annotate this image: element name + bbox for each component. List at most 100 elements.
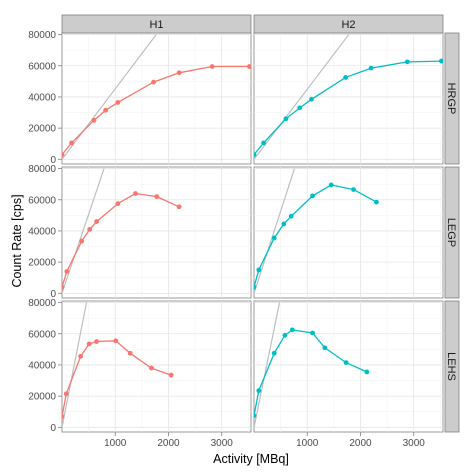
panels-layer <box>61 32 444 433</box>
data-point-h2-hrgp <box>343 75 348 80</box>
panel-frame <box>253 300 444 433</box>
data-point-h1-hrgp <box>151 79 156 85</box>
y-tick-label: 20000 <box>28 392 56 403</box>
data-point-h1-legp <box>94 219 100 224</box>
data-point-h1-lehs <box>94 339 100 344</box>
y-tick-label: 60000 <box>28 61 56 72</box>
data-point-h1-lehs <box>113 338 119 344</box>
reference-line-h2-lehs <box>254 302 281 428</box>
strip-hrgp: HRGP <box>444 32 460 165</box>
y-tick-label: 60000 <box>28 195 56 206</box>
y-tick-label: 20000 <box>28 258 56 269</box>
y-tick-label: 80000 <box>28 298 56 309</box>
reference-line-h2-hrgp <box>254 34 350 160</box>
data-point-h2-lehs <box>310 330 315 336</box>
y-tick-label: 0 <box>50 423 56 434</box>
strip-bg <box>444 32 460 165</box>
strips-layer: H1 H2 HRGP LEGP LEHS <box>61 14 460 433</box>
data-point-h2-lehs <box>289 327 295 333</box>
strip-h2: H2 <box>253 14 444 34</box>
data-point-h1-lehs <box>63 391 69 397</box>
x-tick-label: 2000 <box>349 438 372 449</box>
data-point-h1-legp <box>62 284 65 290</box>
data-point-h2-lehs <box>364 369 370 375</box>
panel-bg-h2-hrgp <box>253 32 444 165</box>
data-point-h1-legp <box>154 194 160 200</box>
data-point-h2-lehs <box>322 345 328 351</box>
panel-h2-lehs <box>254 302 370 428</box>
data-point-h1-hrgp <box>209 64 215 69</box>
panel-bg-h2-lehs <box>253 300 444 433</box>
y-tick-label: 80000 <box>28 30 56 41</box>
reference-line-h1-hrgp <box>62 34 157 160</box>
y-tick-label: 0 <box>50 289 56 300</box>
x-tick-label: 1000 <box>104 438 127 449</box>
data-point-h2-hrgp <box>297 105 303 111</box>
data-point-h1-lehs <box>127 350 133 356</box>
x-tick-label: 1000 <box>296 438 319 449</box>
strip-label-lehs: LEHS <box>445 352 457 381</box>
panel-frame <box>61 166 252 299</box>
data-point-h1-legp <box>133 191 138 196</box>
data-point-h2-legp <box>351 187 356 193</box>
strip-label-legp: LEGP <box>445 218 457 247</box>
strip-label-hrgp: HRGP <box>445 83 457 115</box>
data-point-h2-lehs <box>343 360 349 366</box>
data-point-h2-hrgp <box>309 96 314 102</box>
data-point-h1-legp <box>115 201 121 207</box>
data-point-h2-hrgp <box>439 58 443 64</box>
data-point-h1-legp <box>64 269 70 274</box>
data-point-h1-hrgp <box>62 152 65 158</box>
panel-bg-h1-legp <box>61 166 252 299</box>
x-axis-title: Activity [MBq] <box>213 452 289 466</box>
strip-label-h1: H1 <box>149 19 163 31</box>
strip-bg <box>444 300 460 433</box>
data-point-h2-hrgp <box>368 65 374 71</box>
y-tick-label: 0 <box>50 155 56 166</box>
data-point-h2-hrgp <box>283 116 289 122</box>
strip-legp: LEGP <box>444 166 460 299</box>
strip-lehs: LEHS <box>444 300 460 433</box>
y-tick-label: 80000 <box>28 164 56 175</box>
panel-h1-lehs <box>62 302 174 428</box>
panel-frame <box>253 166 444 299</box>
y-tick-label: 60000 <box>28 329 56 340</box>
reference-line-h1-legp <box>62 168 105 294</box>
panel-h2-hrgp <box>254 34 443 160</box>
data-point-h2-hrgp <box>404 59 410 65</box>
data-point-h1-hrgp <box>69 140 74 146</box>
panel-bg-h1-hrgp <box>61 32 252 165</box>
panel-h1-legp <box>62 168 182 294</box>
data-point-h1-hrgp <box>91 117 97 123</box>
axes-layer: 0200004000060000800000200004000060000800… <box>28 30 425 449</box>
panel-frame <box>61 300 252 433</box>
data-point-h2-hrgp <box>261 140 266 146</box>
data-point-h1-hrgp <box>115 99 121 105</box>
panel-bg-h2-legp <box>253 166 444 299</box>
data-point-h1-lehs <box>149 365 154 371</box>
panel-frame <box>61 32 252 165</box>
strip-label-h2: H2 <box>341 19 355 31</box>
data-point-h2-legp <box>328 182 334 188</box>
data-point-h1-legp <box>176 204 182 210</box>
y-tick-label: 40000 <box>28 360 56 371</box>
y-tick-label: 40000 <box>28 92 56 103</box>
data-point-h1-hrgp <box>103 107 109 113</box>
data-point-h1-lehs <box>62 414 65 419</box>
data-point-h1-lehs <box>168 372 174 378</box>
x-tick-label: 3000 <box>403 438 426 449</box>
data-point-h2-lehs <box>254 413 257 419</box>
data-point-h1-legp <box>87 226 93 232</box>
panel-bg-h1-lehs <box>61 300 252 433</box>
data-point-h2-lehs <box>282 332 288 338</box>
data-point-h2-legp <box>310 193 315 199</box>
data-point-h1-lehs <box>78 353 84 359</box>
y-tick-label: 40000 <box>28 226 56 237</box>
data-point-h2-legp <box>256 267 262 273</box>
data-point-h2-legp <box>374 199 379 205</box>
data-point-h2-legp <box>288 213 294 219</box>
strip-h1: H1 <box>61 14 252 34</box>
data-point-h2-lehs <box>256 388 262 394</box>
panel-h1-hrgp <box>62 34 251 160</box>
data-point-h1-hrgp <box>176 70 182 76</box>
